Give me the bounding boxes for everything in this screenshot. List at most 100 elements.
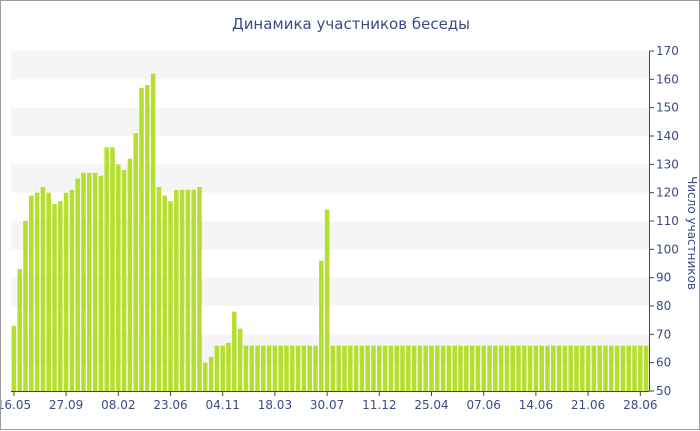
bar bbox=[359, 345, 365, 391]
bar bbox=[110, 147, 115, 391]
bar bbox=[174, 189, 179, 391]
y-tick-label: 70 bbox=[656, 327, 671, 341]
bar bbox=[411, 345, 417, 391]
bar bbox=[400, 345, 405, 391]
bar bbox=[301, 345, 307, 391]
bar bbox=[243, 345, 249, 391]
bar bbox=[382, 345, 388, 391]
y-tick-label: 170 bbox=[656, 44, 679, 58]
bar bbox=[614, 345, 620, 391]
bar bbox=[249, 345, 254, 391]
y-axis-label: Число участников bbox=[685, 176, 699, 290]
x-tick-label: 28.06 bbox=[623, 398, 657, 412]
bar bbox=[127, 158, 133, 391]
bar bbox=[34, 192, 40, 391]
bar bbox=[452, 345, 457, 391]
bar bbox=[261, 345, 266, 391]
bar bbox=[23, 221, 28, 391]
bar bbox=[458, 345, 463, 391]
grid-band bbox=[11, 107, 649, 136]
bar bbox=[133, 133, 138, 392]
bar bbox=[75, 178, 80, 391]
bar bbox=[562, 345, 568, 391]
bar bbox=[255, 345, 260, 391]
bar bbox=[330, 345, 336, 391]
bar bbox=[609, 345, 614, 391]
grid-band bbox=[11, 51, 649, 80]
y-tick-label: 60 bbox=[656, 356, 671, 370]
bar bbox=[527, 345, 533, 391]
bar bbox=[162, 195, 167, 391]
bar bbox=[365, 345, 370, 391]
grid-bands bbox=[11, 51, 649, 363]
axes-group bbox=[11, 50, 654, 396]
y-tick-labels: 50 60 70 80 90 100 110 120 130 140 150 160 170 bbox=[656, 44, 679, 398]
bar bbox=[591, 345, 597, 391]
bar bbox=[626, 345, 631, 391]
x-tick-label: 27.09 bbox=[49, 398, 83, 412]
bar bbox=[179, 189, 185, 391]
bar bbox=[104, 147, 109, 391]
x-tick-label: 18.03 bbox=[258, 398, 292, 412]
y-tick-label: 130 bbox=[656, 157, 679, 171]
bar bbox=[98, 175, 104, 391]
bar bbox=[150, 73, 156, 392]
bar bbox=[63, 192, 69, 391]
bar bbox=[226, 342, 231, 391]
bar bbox=[272, 345, 278, 391]
bar bbox=[551, 345, 556, 391]
x-tick-label: 07.06 bbox=[467, 398, 501, 412]
x-tick-label: 23.06 bbox=[153, 398, 187, 412]
bar bbox=[295, 345, 301, 391]
bar bbox=[214, 345, 220, 391]
x-tick-label: 08.02 bbox=[101, 398, 135, 412]
bar bbox=[597, 345, 602, 391]
bar bbox=[87, 172, 92, 391]
bar bbox=[121, 170, 127, 391]
bar bbox=[17, 269, 22, 391]
bar bbox=[556, 345, 562, 391]
bar bbox=[336, 345, 341, 391]
bars-group bbox=[11, 73, 649, 392]
bar bbox=[29, 195, 34, 391]
bar bbox=[516, 345, 521, 391]
bar bbox=[324, 209, 330, 391]
bar bbox=[203, 362, 208, 391]
bar bbox=[504, 345, 510, 391]
bar bbox=[11, 325, 17, 391]
bar bbox=[92, 172, 98, 391]
bar bbox=[406, 345, 411, 391]
y-tick-label: 160 bbox=[656, 72, 679, 86]
bar bbox=[232, 311, 237, 391]
bar bbox=[377, 345, 382, 391]
bar bbox=[208, 357, 214, 391]
x-tick-label: 30.07 bbox=[310, 398, 344, 412]
bar bbox=[446, 345, 452, 391]
y-tick-label: 150 bbox=[656, 101, 679, 115]
bar bbox=[510, 345, 515, 391]
bar bbox=[313, 345, 318, 391]
bar bbox=[568, 345, 573, 391]
bar bbox=[307, 345, 312, 391]
bar bbox=[417, 345, 423, 391]
bar bbox=[156, 187, 162, 391]
x-tick-label: 21.06 bbox=[571, 398, 605, 412]
bar bbox=[620, 345, 626, 391]
bar bbox=[220, 345, 225, 391]
x-tick-labels: 16.05 27.09 08.02 23.06 04.11 18.03 30.07 11.12… bbox=[1, 398, 657, 412]
bar bbox=[52, 204, 57, 391]
bar bbox=[139, 87, 144, 391]
bar bbox=[237, 328, 243, 391]
bar bbox=[185, 189, 191, 391]
bar bbox=[278, 345, 283, 391]
bar bbox=[487, 345, 492, 391]
bar bbox=[580, 345, 585, 391]
y-tick-label: 140 bbox=[656, 129, 679, 143]
x-tick-label: 11.12 bbox=[362, 398, 396, 412]
x-tick-label: 14.06 bbox=[519, 398, 553, 412]
y-tick-label: 120 bbox=[656, 186, 679, 200]
bar bbox=[574, 345, 579, 391]
bar bbox=[638, 345, 643, 391]
